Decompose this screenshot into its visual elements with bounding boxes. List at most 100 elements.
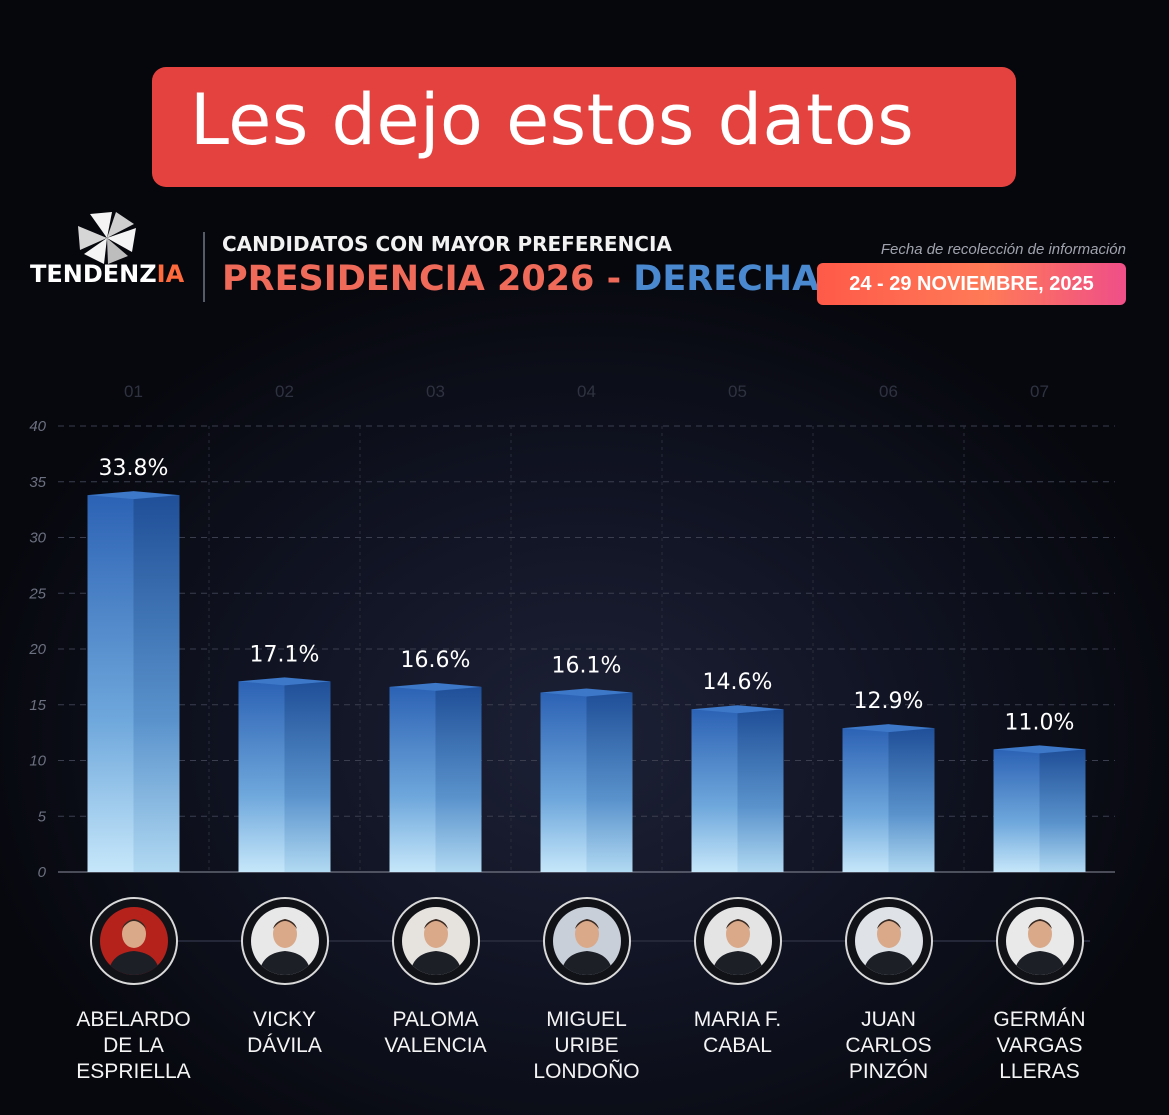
candidate-name-line: CARLOS xyxy=(845,1034,932,1057)
y-tick-label: 30 xyxy=(29,530,46,547)
title-part2: DERECHA xyxy=(633,259,820,299)
candidate-item: GERMÁN VARGAS LLERAS xyxy=(965,897,1115,1085)
candidate-name-line: PALOMA xyxy=(392,1008,479,1031)
bar-front-face xyxy=(691,709,738,872)
candidate-name-line: URIBE xyxy=(554,1034,619,1057)
category-index-label: 05 xyxy=(728,382,747,401)
candidate-name-line: GERMÁN xyxy=(993,1008,1086,1031)
y-tick-label: 0 xyxy=(38,864,47,881)
category-index-label: 01 xyxy=(124,382,143,401)
candidate-name-line: CABAL xyxy=(703,1034,772,1057)
bar-top-face xyxy=(842,724,935,733)
candidate-name-line: VICKY xyxy=(252,1008,317,1031)
candidate-name-line: MARIA F. xyxy=(693,1008,782,1031)
date-label: Fecha de recolección de información xyxy=(880,241,1126,258)
y-tick-label: 40 xyxy=(29,418,46,435)
category-index-label: 02 xyxy=(275,382,294,401)
candidate-item: MARIA F. CABAL xyxy=(663,897,813,1059)
date-badge: 24 - 29 NOVIEMBRE, 2025 xyxy=(817,263,1126,305)
bar-value-label: 16.1% xyxy=(552,653,622,678)
bar-side-face xyxy=(1039,749,1086,872)
bar-side-face xyxy=(284,681,331,872)
bar-value-label: 11.0% xyxy=(1005,710,1075,735)
bar-top-face xyxy=(238,677,331,686)
title-part1: PRESIDENCIA 2026 xyxy=(222,259,595,299)
bar-value-label: 12.9% xyxy=(854,689,924,714)
bar-front-face xyxy=(238,681,285,872)
candidate-name-line: ESPRIELLA xyxy=(76,1060,191,1083)
bar-top-face xyxy=(691,705,784,714)
bar-value-label: 16.6% xyxy=(401,648,471,673)
caption-text: Les dejo estos datos xyxy=(190,79,915,161)
y-tick-label: 25 xyxy=(28,585,46,602)
candidate-name: ABELARDO DE LA ESPRIELLA xyxy=(59,1007,209,1085)
chart-subtitle: CANDIDATOS CON MAYOR PREFERENCIA xyxy=(222,232,672,256)
bar xyxy=(238,677,331,872)
bar xyxy=(87,491,180,872)
bar-value-label: 33.8% xyxy=(99,456,169,481)
person-avatar-icon xyxy=(250,907,319,975)
bar-top-face xyxy=(540,688,633,697)
bar-side-face xyxy=(586,692,633,872)
candidate-photo xyxy=(391,897,480,985)
candidate-name: MARIA F. CABAL xyxy=(663,1007,813,1059)
bar xyxy=(842,724,935,872)
y-tick-label: 35 xyxy=(29,474,46,491)
brand-logo-text: TENDENZIA xyxy=(30,260,184,288)
candidate-photo xyxy=(995,897,1084,985)
y-tick-label: 20 xyxy=(28,641,46,658)
candidate-name-line: VALENCIA xyxy=(384,1034,487,1057)
candidate-name-line: ABELARDO xyxy=(76,1008,191,1031)
candidate-item: MIGUEL URIBE LONDOÑO xyxy=(512,897,662,1085)
bar-front-face xyxy=(842,728,889,872)
candidate-item: ABELARDO DE LA ESPRIELLA xyxy=(59,897,209,1085)
candidate-name-line: PINZÓN xyxy=(848,1060,929,1083)
candidate-name-line: DE LA xyxy=(103,1034,164,1057)
candidate-name: GERMÁN VARGAS LLERAS xyxy=(965,1007,1115,1085)
bar-side-face xyxy=(737,709,784,872)
bar-front-face xyxy=(993,749,1040,872)
bar-side-face xyxy=(888,728,935,872)
bar-top-face xyxy=(87,491,180,500)
header-divider xyxy=(203,232,205,302)
person-avatar-icon xyxy=(854,907,923,975)
candidate-name: PALOMA VALENCIA xyxy=(361,1007,511,1059)
person-avatar-icon xyxy=(1005,907,1074,975)
candidate-name-line: DÁVILA xyxy=(247,1034,322,1057)
candidate-name: VICKY DÁVILA xyxy=(210,1007,360,1059)
bar-front-face xyxy=(87,495,134,872)
category-index-label: 03 xyxy=(426,382,445,401)
candidate-photo xyxy=(844,897,933,985)
person-avatar-icon xyxy=(401,907,470,975)
bar xyxy=(540,688,633,872)
category-index-label: 04 xyxy=(577,382,596,401)
person-avatar-icon xyxy=(703,907,772,975)
y-tick-label: 5 xyxy=(38,808,47,825)
candidate-name-line: VARGAS xyxy=(996,1034,1083,1057)
candidate-item: VICKY DÁVILA xyxy=(210,897,360,1059)
bar-front-face xyxy=(389,686,436,872)
y-tick-label: 15 xyxy=(29,697,46,714)
bar-value-label: 17.1% xyxy=(250,642,320,667)
candidate-item: JUAN CARLOS PINZÓN xyxy=(814,897,964,1085)
tendenzia-logo-icon xyxy=(78,212,136,264)
candidate-photo xyxy=(693,897,782,985)
person-avatar-icon xyxy=(99,907,168,975)
brand-name-part1: TENDENZ xyxy=(30,260,157,288)
candidate-name-line: MIGUEL xyxy=(546,1008,627,1031)
candidate-name: MIGUEL URIBE LONDOÑO xyxy=(512,1007,662,1085)
category-index-label: 07 xyxy=(1030,382,1049,401)
category-index-label: 06 xyxy=(879,382,898,401)
date-value: 24 - 29 NOVIEMBRE, 2025 xyxy=(849,273,1094,295)
bar-side-face xyxy=(133,495,180,872)
candidate-name-line: LLERAS xyxy=(999,1060,1080,1083)
candidate-photo xyxy=(240,897,329,985)
candidate-name-line: LONDOÑO xyxy=(533,1060,640,1083)
bar-value-label: 14.6% xyxy=(703,670,773,695)
bar-front-face xyxy=(540,692,587,872)
bar-top-face xyxy=(993,745,1086,754)
chart-title: PRESIDENCIA 2026 - DERECHA xyxy=(222,259,819,299)
bar xyxy=(993,745,1086,872)
bar-top-face xyxy=(389,682,482,691)
